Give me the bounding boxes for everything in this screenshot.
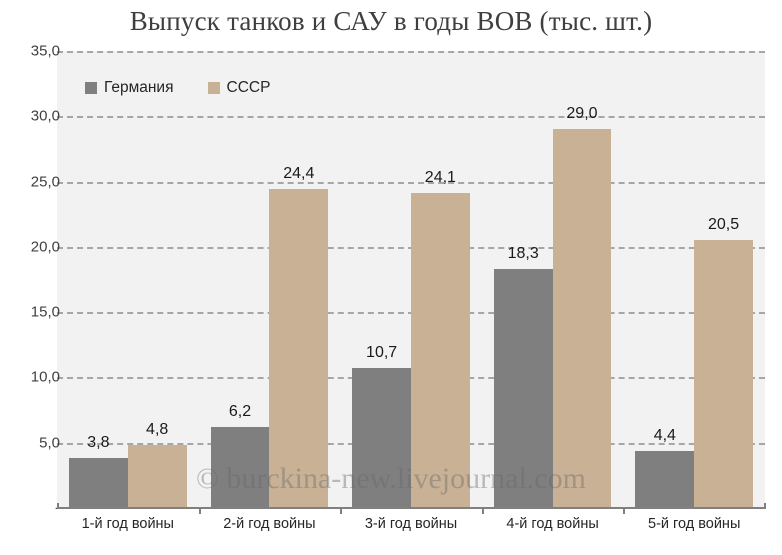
x-axis-label-5: 5-й год войны [648,516,741,532]
bar-ussr-3[interactable] [411,193,470,508]
bar-ussr-2[interactable] [269,189,329,508]
value-label-ussr-2: 24,4 [283,165,315,183]
chart-legend: Германия СССР [85,79,270,97]
x-axis-left-cap [57,503,59,509]
x-axis-tick [623,507,626,514]
y-axis-tick-label: 10,0 [30,368,60,386]
x-axis-label-3: 3-й год войны [364,516,458,532]
gridline [57,116,765,119]
value-label-germany-1: 3,8 [87,434,110,452]
x-axis-label-4: 4-й год войны [506,516,599,532]
value-label-ussr-1: 4,8 [146,421,169,439]
y-axis-tick-label: 30,0 [30,107,60,125]
x-axis-label-2: 2-й год войны [223,516,316,532]
y-axis-tick-label: 35,0 [30,42,60,60]
y-axis-tick-label: 15,0 [30,303,60,321]
legend-label-germany: Германия [104,79,174,96]
bar-germany-2[interactable] [210,427,270,508]
plot-area [57,51,765,508]
bar-germany-3[interactable] [352,368,411,508]
gridline [57,51,765,53]
bar-germany-5[interactable] [635,450,695,508]
bar-ussr-1[interactable] [127,445,187,508]
value-label-ussr-3: 24,1 [424,169,456,187]
y-axis-tick-label: 5,0 [39,434,60,452]
bar-ussr-4[interactable] [552,129,612,508]
y-axis-tick-label: - [10,501,60,516]
x-axis-right-cap [764,503,766,509]
bar-germany-4[interactable] [493,269,553,508]
x-axis-tick [198,507,201,514]
x-axis-line [57,507,766,509]
legend-item-germany[interactable]: Германия [85,79,174,97]
value-label-ussr-4: 29,0 [566,105,598,123]
gridline [57,181,765,184]
y-axis-tick-label: 25,0 [30,173,60,191]
bar-ussr-5[interactable] [694,240,753,508]
x-axis-label-1: 1-й год войны [81,516,174,532]
value-label-germany-3: 10,7 [366,344,398,362]
value-label-germany-5: 4,4 [653,426,676,444]
legend-swatch-ussr-icon [207,82,220,94]
value-label-ussr-5: 20,5 [708,216,740,234]
bar-germany-1[interactable] [69,458,128,508]
y-axis-tick-label: 20,0 [30,238,60,256]
value-label-germany-2: 6,2 [228,403,252,421]
value-label-germany-4: 18,3 [507,245,539,263]
legend-swatch-germany-icon [85,82,97,94]
x-axis-tick [481,507,484,514]
legend-item-ussr[interactable]: СССР [207,79,271,97]
chart-title: Выпуск танков и САУ в годы ВОВ (тыс. шт.… [129,6,653,36]
legend-label-ussr: СССР [226,79,271,96]
x-axis-tick [340,507,343,514]
